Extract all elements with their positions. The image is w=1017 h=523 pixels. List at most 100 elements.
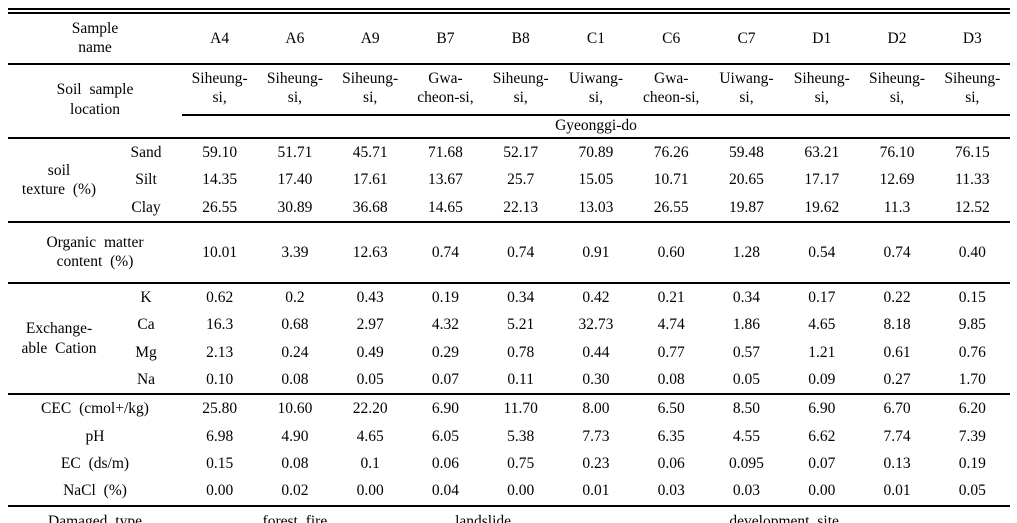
k-value-3: 0.19 — [431, 288, 459, 306]
soil-texture-label: soil texture (%) — [8, 137, 110, 224]
location-cell-0: Siheung- si, — [182, 63, 258, 116]
damaged-type-label: Damaged type — [48, 512, 142, 523]
sand-value-10: 76.15 — [954, 143, 990, 161]
nacl-value-0: 0.00 — [182, 477, 258, 507]
sand-row: soil texture (%) Sand 59.10 51.71 45.71 71.… — [8, 137, 1010, 224]
organic-matter-value-2: 12.63 — [332, 222, 408, 284]
ca-row: Ca 16.3 0.68 2.97 4.32 5.21 32.73 4.74 1.86 4.65… — [8, 311, 1010, 338]
organic-matter-label: Organic matter content (%) — [8, 222, 182, 284]
nacl-label: NaCl (%) — [8, 477, 182, 507]
silt-value-4: 25.7 — [507, 171, 535, 189]
nacl-value-7: 0.03 — [708, 477, 785, 507]
sand-value-4: 52.17 — [503, 143, 539, 161]
nacl-value-6: 0.03 — [633, 477, 709, 507]
sample-name-header: Sample name — [8, 11, 182, 65]
location-cell-10: Siheung- si, — [934, 63, 1010, 116]
clay-value-6: 26.55 — [633, 193, 709, 224]
header-row: Sample name A4 A6 A9 B7 B8 C1 C6 C7 D1 D2 D3 — [8, 11, 1010, 65]
mg-value-2: 0.49 — [356, 343, 384, 361]
ph-value-4: 5.38 — [507, 427, 535, 445]
clay-value-10: 12.52 — [934, 193, 1010, 224]
na-label: Na — [110, 365, 182, 396]
clay-row: Clay 26.55 30.89 36.68 14.65 22.13 13.03 26.55… — [8, 193, 1010, 224]
cec-value-0: 25.80 — [202, 400, 238, 418]
soil-sample-location-label: Soil sample location — [8, 63, 182, 139]
col-header-7: C7 — [708, 11, 785, 65]
location-cell-1: Siheung- si, — [257, 63, 333, 116]
ca-value-1: 0.68 — [281, 316, 309, 334]
silt-value-7: 20.65 — [729, 171, 764, 189]
na-value-0: 0.10 — [182, 365, 258, 396]
k-value-2: 0.43 — [356, 288, 384, 306]
clay-value-3: 14.65 — [407, 193, 484, 224]
clay-value-8: 19.62 — [784, 193, 860, 224]
ca-value-2: 2.97 — [356, 316, 384, 334]
clay-value-0: 26.55 — [182, 193, 258, 224]
ec-value-4: 0.75 — [507, 455, 535, 472]
nacl-value-4: 0.00 — [483, 477, 559, 507]
cec-value-1: 10.60 — [277, 400, 313, 418]
nacl-value-1: 0.02 — [257, 477, 333, 507]
silt-value-9: 12.69 — [879, 171, 915, 189]
na-value-3: 0.07 — [407, 365, 484, 396]
ca-value-10: 9.85 — [958, 316, 986, 334]
damaged-type-row: Damaged type forest fire landslide devel… — [8, 506, 1010, 523]
mg-label: Mg — [135, 343, 157, 361]
silt-value-2: 17.61 — [352, 171, 388, 189]
sand-value-7: 59.48 — [729, 143, 764, 161]
cec-value-6: 6.50 — [657, 400, 685, 418]
ph-value-10: 7.39 — [958, 427, 986, 445]
col-header-5: C1 — [558, 11, 634, 65]
mg-value-7: 0.57 — [732, 343, 761, 361]
ec-value-8: 0.07 — [808, 455, 836, 472]
sand-value-1: 51.71 — [277, 143, 313, 161]
nacl-value-2: 0.00 — [332, 477, 408, 507]
exchangeable-cation-label: Exchange- able Cation — [8, 282, 110, 396]
cec-value-9: 6.70 — [883, 400, 911, 418]
silt-value-3: 13.67 — [427, 171, 463, 189]
organic-matter-value-5: 0.91 — [558, 222, 634, 284]
nacl-value-3: 0.04 — [407, 477, 484, 507]
ec-value-6: 0.06 — [657, 455, 685, 472]
mg-value-3: 0.29 — [431, 343, 459, 361]
province-row: Gyeonggi-do — [8, 114, 1010, 139]
cec-value-10: 6.20 — [958, 400, 986, 418]
k-label: K — [140, 288, 152, 306]
organic-matter-row: Organic matter content (%) 10.01 3.39 12.6… — [8, 222, 1010, 284]
cec-value-5: 8.00 — [582, 400, 610, 418]
ca-label: Ca — [137, 316, 155, 334]
k-value-8: 0.17 — [808, 288, 836, 306]
na-value-2: 0.05 — [332, 365, 408, 396]
na-value-1: 0.08 — [257, 365, 333, 396]
ca-value-6: 4.74 — [657, 316, 685, 334]
silt-value-6: 10.71 — [653, 171, 689, 189]
ca-value-9: 8.18 — [883, 316, 911, 334]
clay-label: Clay — [110, 193, 182, 224]
organic-matter-value-8: 0.54 — [784, 222, 860, 284]
organic-matter-value-0: 10.01 — [182, 222, 258, 284]
mg-value-6: 0.77 — [657, 343, 685, 361]
ph-value-9: 7.74 — [883, 427, 911, 445]
sand-value-5: 70.89 — [578, 143, 614, 161]
ec-value-9: 0.13 — [883, 455, 911, 472]
mg-row: Mg 2.13 0.24 0.49 0.29 0.78 0.44 0.77 0.57 1.21 0… — [8, 339, 1010, 366]
sand-value-0: 59.10 — [202, 143, 238, 161]
ph-value-6: 6.35 — [657, 427, 685, 445]
mg-value-4: 0.78 — [507, 343, 535, 361]
col-header-8: D1 — [784, 11, 860, 65]
ec-value-10: 0.19 — [958, 455, 986, 472]
ec-value-7: 0.095 — [729, 455, 764, 472]
ph-row: pH 6.98 4.90 4.65 6.05 5.38 7.73 6.35 4.55 6.62 7… — [8, 423, 1010, 450]
clay-value-7: 19.87 — [708, 193, 785, 224]
cec-value-8: 6.90 — [808, 400, 836, 418]
sand-value-2: 45.71 — [352, 143, 388, 161]
k-value-5: 0.42 — [582, 288, 610, 306]
sand-value-6: 76.26 — [653, 143, 689, 161]
clay-value-4: 22.13 — [483, 193, 559, 224]
silt-value-10: 11.33 — [955, 171, 990, 189]
damaged-landslide-cell: landslide — [455, 512, 512, 523]
col-header-4: B8 — [483, 11, 559, 65]
organic-matter-value-7: 1.28 — [708, 222, 785, 284]
organic-matter-value-4: 0.74 — [483, 222, 559, 284]
ph-value-3: 6.05 — [431, 427, 459, 445]
